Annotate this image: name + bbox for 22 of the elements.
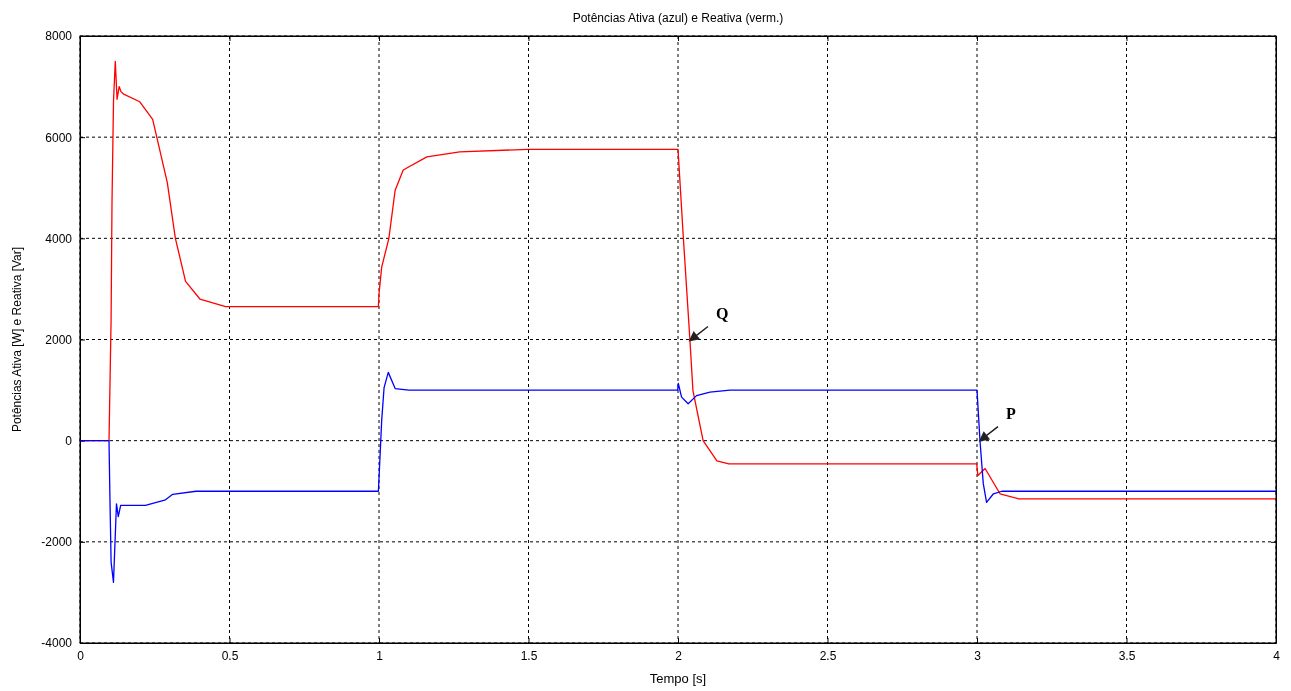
y-tick-label: 6000 [45, 130, 73, 145]
x-axis-title: Tempo [s] [649, 671, 707, 686]
y-tick-label: 0 [65, 434, 73, 449]
y-tick-label: 4000 [45, 231, 73, 246]
chart-title: Potências Ativa (azul) e Reativa (verm.) [572, 11, 784, 25]
x-tick-label: 2.5 [819, 648, 837, 663]
y-tick-label: -2000 [41, 535, 73, 550]
y-axis-title: Potências Ativa [W] e Reativa [Var] [10, 246, 24, 433]
line-series [79, 371, 1277, 583]
x-tick-label: 1.5 [520, 648, 538, 663]
x-tick-label: 0.5 [221, 648, 239, 663]
x-tick-label: 3.5 [1118, 648, 1136, 663]
x-tick-label: 1 [376, 648, 384, 663]
x-tick-label: 3 [974, 648, 982, 663]
x-tick-label: 0 [77, 648, 85, 663]
x-tick-label: 4 [1273, 648, 1281, 663]
annotation: P [1005, 404, 1016, 422]
annotation: Q [715, 304, 729, 322]
x-tick-label: 2 [675, 648, 683, 663]
y-tick-label: 8000 [45, 29, 73, 44]
y-tick-label: 2000 [45, 332, 73, 347]
y-tick-label: -4000 [41, 636, 73, 651]
